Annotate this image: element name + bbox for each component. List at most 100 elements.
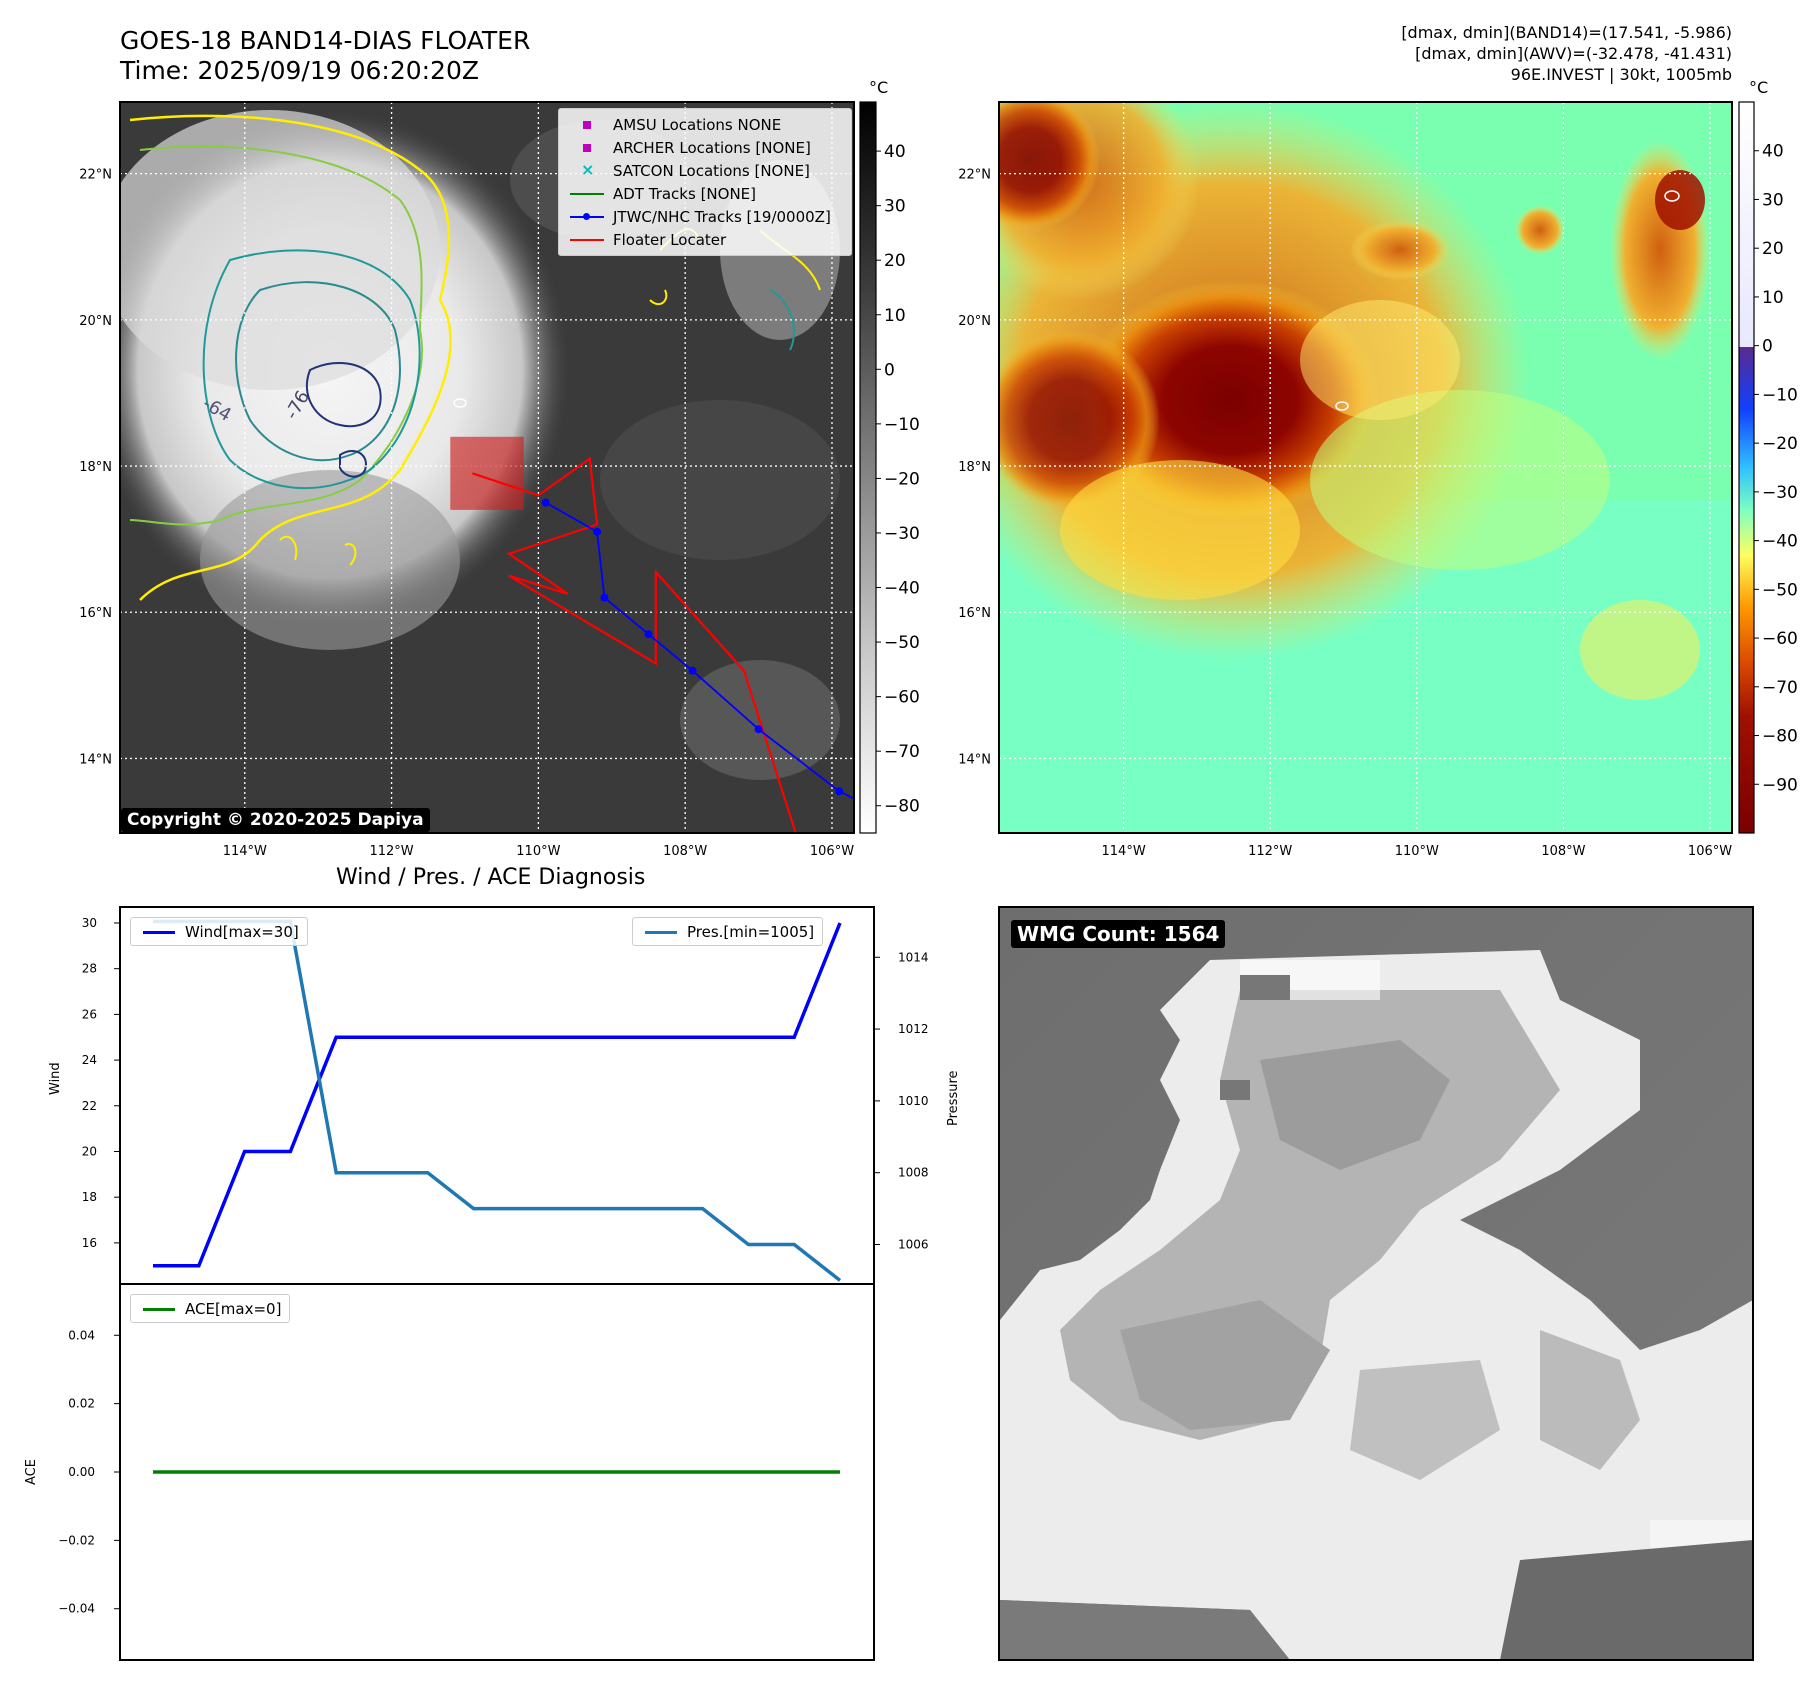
floater-locater-track xyxy=(471,456,797,832)
lat-tick-label: 18°N xyxy=(958,460,991,475)
copyright-badge: Copyright © 2020-2025 Dapiya xyxy=(121,808,430,832)
info-line3: 96E.INVEST | 30kt, 1005mb xyxy=(1510,65,1732,84)
map-legend-label: Floater Locater xyxy=(613,230,727,249)
dias-colorbar-unit: °C xyxy=(1749,78,1769,97)
pressure-tick-label: 1010 xyxy=(898,1094,929,1108)
dias-imagery xyxy=(999,102,1732,833)
info-line1: [dmax, dmin](BAND14)=(17.541, -5.986) xyxy=(1401,23,1732,42)
pressure-legend-label: Pres.[min=1005] xyxy=(687,922,815,941)
map-legend-label: ARCHER Locations [NONE] xyxy=(613,138,811,157)
colorbar-tick-label: −60 xyxy=(1762,629,1798,649)
lat-tick-label: 14°N xyxy=(79,752,112,767)
colorbar-tick-label: 30 xyxy=(1762,190,1784,210)
wind-tick-label: 30 xyxy=(82,916,97,930)
dias-colorbar-bar xyxy=(1738,101,1755,834)
colorbar-tick-label: −50 xyxy=(884,633,920,653)
diagnosis-title: Wind / Pres. / ACE Diagnosis xyxy=(336,865,646,890)
map-legend: AMSU Locations NONE ARCHER Locations [NON… xyxy=(558,108,852,256)
lon-tick-label: 110°W xyxy=(516,844,560,859)
colorbar-tick-label: −30 xyxy=(884,524,920,544)
jtwc-track-point xyxy=(541,498,550,507)
colorbar-tick-label: 0 xyxy=(1762,337,1773,357)
wind-tick-label: 24 xyxy=(82,1053,97,1067)
map-legend-label: ADT Tracks [NONE] xyxy=(613,184,757,203)
dias-map-panel: 114°W 112°W 110°W 108°W 106°W 22°N 20°N 18°N 16°… xyxy=(958,101,1733,859)
ir-colorbar-unit: °C xyxy=(869,78,889,97)
wind-legend-label: Wind[max=30] xyxy=(185,922,299,941)
dias-colorbar-ticks: 40 30 20 10 0 −10 −20 −30 −40 −50 −60 −70 −80 −90 xyxy=(1754,142,1798,795)
dias-map-ticks: 114°W 112°W 110°W 108°W 106°W 22°N 20°N 18°N 16°… xyxy=(958,168,1732,859)
ir-map-frame xyxy=(119,101,855,834)
wind-series-line xyxy=(153,922,842,1268)
map-legend-row: ADT Tracks [NONE] xyxy=(567,182,843,205)
ace-legend: ACE[max=0] xyxy=(130,1294,291,1323)
colorbar-tick-label: 20 xyxy=(884,251,906,271)
ace-chart: 0.04 0.02 0.00 −0.02 −0.04 xyxy=(58,1283,875,1661)
lat-tick-label: 20°N xyxy=(958,314,991,329)
ace-tick-label: 0.02 xyxy=(68,1397,95,1411)
wind-tick-label: 26 xyxy=(82,1007,97,1021)
lon-tick-label: 110°W xyxy=(1395,844,1439,859)
map-legend-row: Floater Locater xyxy=(567,228,843,251)
pressure-tick-label: 1012 xyxy=(898,1022,929,1036)
lon-tick-label: 106°W xyxy=(1688,844,1732,859)
ir-map-ticks: 114°W 112°W 110°W 108°W 106°W 22°N 20°N 18°N 16°… xyxy=(79,168,854,859)
colorbar-tick-label: 30 xyxy=(884,197,906,217)
wind-pressure-chart: 16 18 20 22 24 26 28 30 1006 1008 1010 1012 1014 xyxy=(82,906,929,1285)
colorbar-tick-label: −70 xyxy=(884,742,920,762)
map-legend-row: ARCHER Locations [NONE] xyxy=(567,136,843,159)
colorbar-tick-label: −30 xyxy=(1762,483,1798,503)
ace-axis-ticks: 0.04 0.02 0.00 −0.02 −0.04 xyxy=(58,1328,120,1616)
jtwc-track-point xyxy=(644,630,653,639)
wind-axis-ticks: 16 18 20 22 24 26 28 30 xyxy=(82,916,120,1250)
wmg-panel xyxy=(998,906,1754,1661)
jtwc-track-point xyxy=(593,527,602,536)
ace-legend-label: ACE[max=0] xyxy=(185,1299,282,1318)
map-legend-row: × SATCON Locations [NONE] xyxy=(567,159,843,182)
jtwc-track-point xyxy=(754,725,763,734)
legend-symbol-square xyxy=(567,115,607,135)
ace-tick-label: 0.00 xyxy=(68,1465,95,1479)
colorbar-tick-label: 40 xyxy=(1762,142,1784,162)
legend-symbol-x: × xyxy=(581,159,595,179)
figure-title-line1: GOES-18 BAND14-DIAS FLOATER xyxy=(120,26,531,55)
dias-map-frame xyxy=(998,101,1733,834)
lon-tick-label: 108°W xyxy=(1541,844,1585,859)
pressure-tick-label: 1014 xyxy=(898,950,929,964)
colorbar-tick-label: 20 xyxy=(1762,239,1784,259)
wind-pressure-frame xyxy=(119,906,875,1285)
map-legend-rows: AMSU Locations NONE ARCHER Locations [NON… xyxy=(567,113,843,251)
jtwc-track-point xyxy=(688,666,697,675)
ace-axis-label: ACE xyxy=(24,1459,39,1485)
lat-tick-label: 20°N xyxy=(79,314,112,329)
jtwc-track-point xyxy=(600,593,609,602)
colorbar-tick-label: −10 xyxy=(1762,385,1798,405)
pressure-axis-label: Pressure xyxy=(946,1070,961,1126)
legend-symbol-square xyxy=(567,138,607,158)
dias-map-gridlines xyxy=(999,102,1732,833)
map-legend-label: AMSU Locations NONE xyxy=(613,115,782,134)
colorbar-tick-label: −40 xyxy=(884,579,920,599)
legend-symbol-line xyxy=(567,184,607,204)
ace-tick-label: 0.04 xyxy=(68,1328,95,1342)
wind-tick-label: 20 xyxy=(82,1144,97,1158)
lat-tick-label: 22°N xyxy=(79,168,112,183)
map-legend-label: JTWC/NHC Tracks [19/0000Z] xyxy=(613,207,831,226)
wind-tick-label: 22 xyxy=(82,1099,97,1113)
wind-tick-label: 18 xyxy=(82,1190,97,1204)
figure-title-line2: Time: 2025/09/19 06:20:20Z xyxy=(120,56,479,85)
map-legend-row: JTWC/NHC Tracks [19/0000Z] xyxy=(567,205,843,228)
lon-tick-label: 114°W xyxy=(223,844,267,859)
map-legend-label: SATCON Locations [NONE] xyxy=(613,161,810,180)
colorbar-tick-label: −70 xyxy=(1762,678,1798,698)
colorbar-tick-label: −90 xyxy=(1762,775,1798,795)
jtwc-track-point xyxy=(835,787,844,796)
colorbar-tick-label: −80 xyxy=(1762,727,1798,747)
map-legend-row: AMSU Locations NONE xyxy=(567,113,843,136)
ace-legend-line xyxy=(143,1307,175,1311)
ace-tick-label: −0.02 xyxy=(58,1533,95,1547)
ace-tick-label: −0.04 xyxy=(58,1602,95,1616)
colorbar-tick-label: −20 xyxy=(884,469,920,489)
colorbar-tick-label: 10 xyxy=(884,306,906,326)
lon-tick-label: 108°W xyxy=(663,844,707,859)
